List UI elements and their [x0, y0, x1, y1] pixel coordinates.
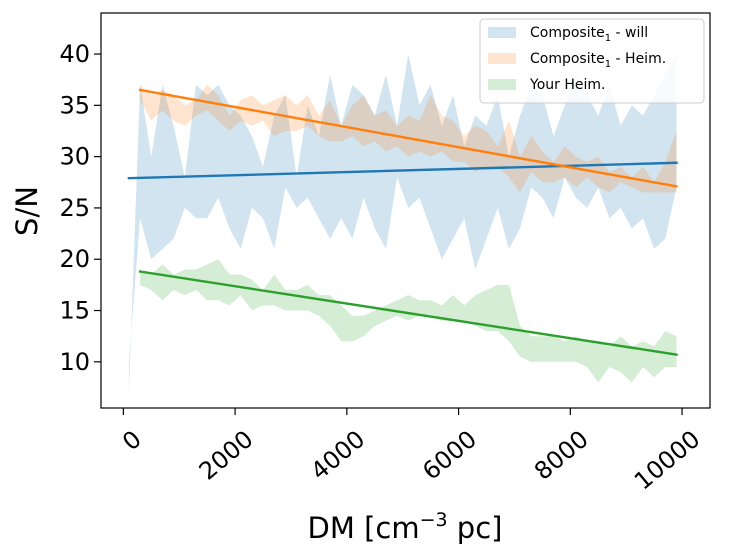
legend: Composite1 - will Composite1 - Heim. You… — [479, 18, 705, 104]
legend-label-subscript: 1 — [605, 59, 611, 70]
fit-line-series-1 — [138, 88, 678, 188]
x-axis-label-sup: −3 — [420, 509, 448, 531]
legend-entry: Composite1 - Heim. — [488, 51, 666, 70]
legend-entry: Composite1 - will — [488, 25, 648, 44]
x-axis-label-main: DM [cm — [308, 511, 420, 545]
y-tick-label: 15 — [59, 297, 90, 325]
y-tick-label: 10 — [59, 348, 90, 376]
fit-lines — [127, 88, 678, 357]
legend-label-tail: - will — [611, 25, 648, 41]
x-axis-label-tail: pc] — [448, 511, 503, 545]
legend-box — [479, 18, 705, 104]
svg-text:Composite1 - Heim.: Composite1 - Heim. — [530, 51, 666, 70]
y-tick-label: 25 — [59, 194, 90, 222]
plot-area-frame — [100, 12, 711, 409]
svg-text:Composite1 - will: Composite1 - will — [530, 25, 648, 44]
fit-line-series-0 — [127, 161, 678, 180]
fit-line-series-2 — [138, 270, 678, 357]
legend-label: Your Heim. — [529, 77, 605, 93]
legend-swatch — [488, 53, 516, 64]
y-axis-label: S/N — [10, 186, 44, 236]
svg-text:Your Heim.: Your Heim. — [529, 77, 605, 93]
y-tick-label: 35 — [59, 91, 90, 119]
legend-swatch — [488, 79, 516, 90]
legend-label-tail: - Heim. — [611, 51, 666, 67]
legend-label: Composite — [530, 51, 605, 67]
band-series-0 — [128, 54, 677, 393]
y-tick-label: 20 — [59, 245, 90, 273]
legend-label-subscript: 1 — [605, 33, 611, 44]
y-axis-ticks: 10 15 20 25 30 35 40 — [59, 40, 101, 376]
legend-entry: Your Heim. — [488, 77, 605, 93]
legend-swatch — [488, 27, 516, 38]
band-series-2 — [140, 259, 677, 383]
legend-label: Composite — [530, 25, 605, 41]
y-tick-label: 30 — [59, 143, 90, 171]
x-axis-label: DM [cm−3 pc] — [308, 509, 503, 545]
y-tick-label: 40 — [59, 40, 90, 68]
